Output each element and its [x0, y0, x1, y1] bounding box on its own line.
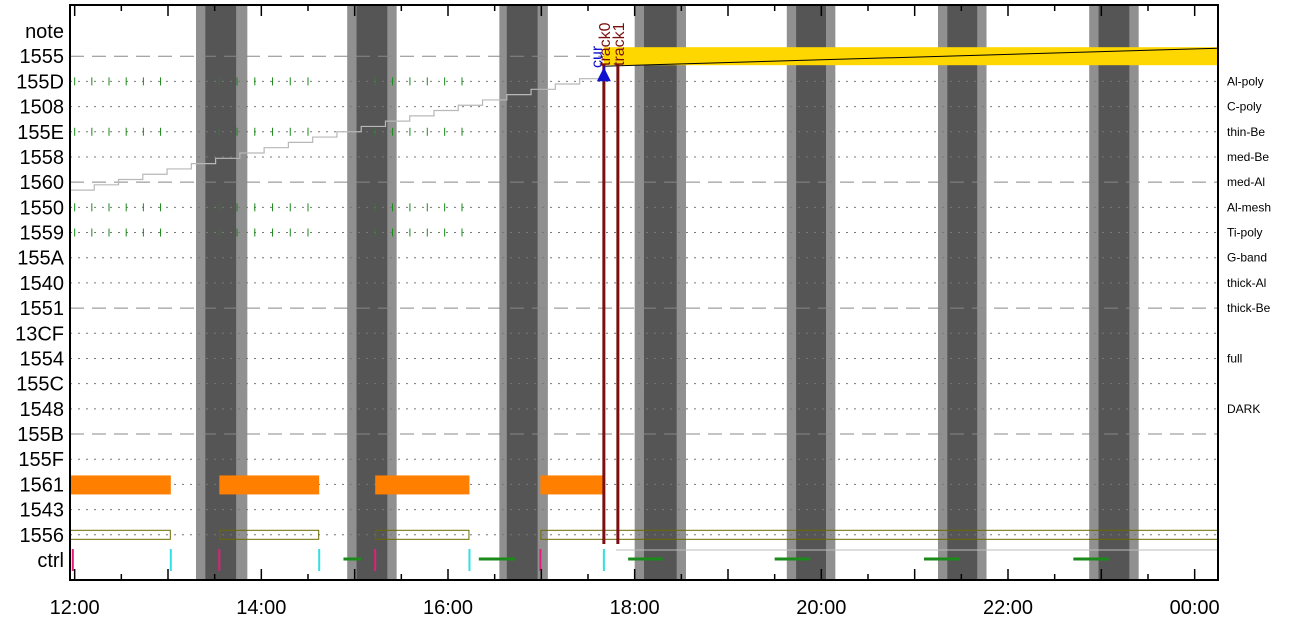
marker-label-track1: track1 [611, 22, 628, 66]
filter-labels: Al-poly C-poly thin-Be med-Be med-Al Al-mesh T… [1227, 74, 1271, 415]
row-label-1540: 1540 [20, 273, 65, 295]
row-label-1556: 1556 [20, 525, 65, 547]
orange-bar-1 [219, 475, 320, 495]
night-band-inner-3 [644, 5, 677, 580]
olive-outline-0 [70, 529, 171, 540]
row-label-155F: 155F [18, 449, 64, 471]
row-label-1508: 1508 [20, 97, 65, 119]
plot-frame [69, 4, 1219, 581]
olive-outline-2 [375, 529, 470, 540]
orange-bar-0 [70, 475, 171, 495]
x-tick-label-5: 22:00 [983, 597, 1033, 619]
x-tick-label-4: 20:00 [796, 597, 846, 619]
row-label-155B: 155B [17, 424, 64, 446]
yellow-block-1555 [603, 47, 1218, 66]
row-label-1560: 1560 [20, 172, 65, 194]
filter-label-full: full [1227, 351, 1242, 365]
row-label-13CF: 13CF [15, 323, 64, 345]
row-label-1559: 1559 [20, 223, 65, 245]
filter-label-G-band: G-band [1227, 251, 1267, 265]
row-label-1548: 1548 [20, 399, 65, 421]
row-label-1558: 1558 [20, 147, 65, 169]
night-band-inner-6 [1098, 5, 1130, 580]
row-label-155C: 155C [16, 374, 64, 396]
row-labels: note 1555 155D 1508 155E 1558 1560 1550 1559 155A… [15, 21, 65, 572]
x-tick-labels: 12:00 14:00 16:00 18:00 20:00 22:00 00:00 [50, 597, 1220, 619]
orange-bar-3 [540, 475, 604, 495]
night-bands [196, 5, 1139, 580]
night-band-inner-4 [796, 5, 826, 580]
x-tick-label-2: 16:00 [423, 597, 473, 619]
x-tick-label-0: 12:00 [50, 597, 100, 619]
row-label-1551: 1551 [20, 298, 65, 320]
filter-label-med-Be: med-Be [1227, 150, 1269, 164]
filter-label-C-poly: C-poly [1227, 100, 1262, 114]
filter-label-Ti-poly: Ti-poly [1227, 226, 1263, 240]
row-label-1554: 1554 [20, 348, 65, 370]
row-label-155A: 155A [17, 248, 64, 270]
filter-label-thin-Be: thin-Be [1227, 125, 1265, 139]
x-tick-label-1: 14:00 [236, 597, 286, 619]
row-label-1561: 1561 [20, 474, 65, 496]
row-label-note: note [25, 21, 64, 43]
row-label-ctrl: ctrl [37, 550, 64, 572]
row-label-155E: 155E [17, 122, 64, 144]
filter-label-thick-Be: thick-Be [1227, 301, 1271, 315]
night-band-inner-5 [947, 5, 978, 580]
row-label-155D: 155D [16, 71, 64, 93]
filter-label-Al-poly: Al-poly [1227, 74, 1264, 88]
row-label-1543: 1543 [20, 500, 65, 522]
olive-outline-1 [219, 529, 320, 540]
filter-label-DARK: DARK [1227, 402, 1260, 416]
yellow-block-diagonal [603, 47, 1219, 67]
x-tick-label-3: 18:00 [610, 597, 660, 619]
filter-label-med-Al: med-Al [1227, 175, 1265, 189]
orange-bar-2 [375, 475, 470, 495]
marker-label-cur: cur [589, 45, 606, 68]
x-tick-label-6: 00:00 [1170, 597, 1220, 619]
row-label-1550: 1550 [20, 197, 65, 219]
row-label-1555: 1555 [20, 46, 65, 68]
staircase-line [70, 73, 605, 191]
night-band-inner-2 [506, 5, 538, 580]
x-axis-ticks [73, 5, 1196, 580]
filter-label-thick-Al: thick-Al [1227, 276, 1266, 290]
filter-label-Al-mesh: Al-mesh [1227, 200, 1271, 214]
marker-label-track0: track0 [597, 22, 614, 66]
